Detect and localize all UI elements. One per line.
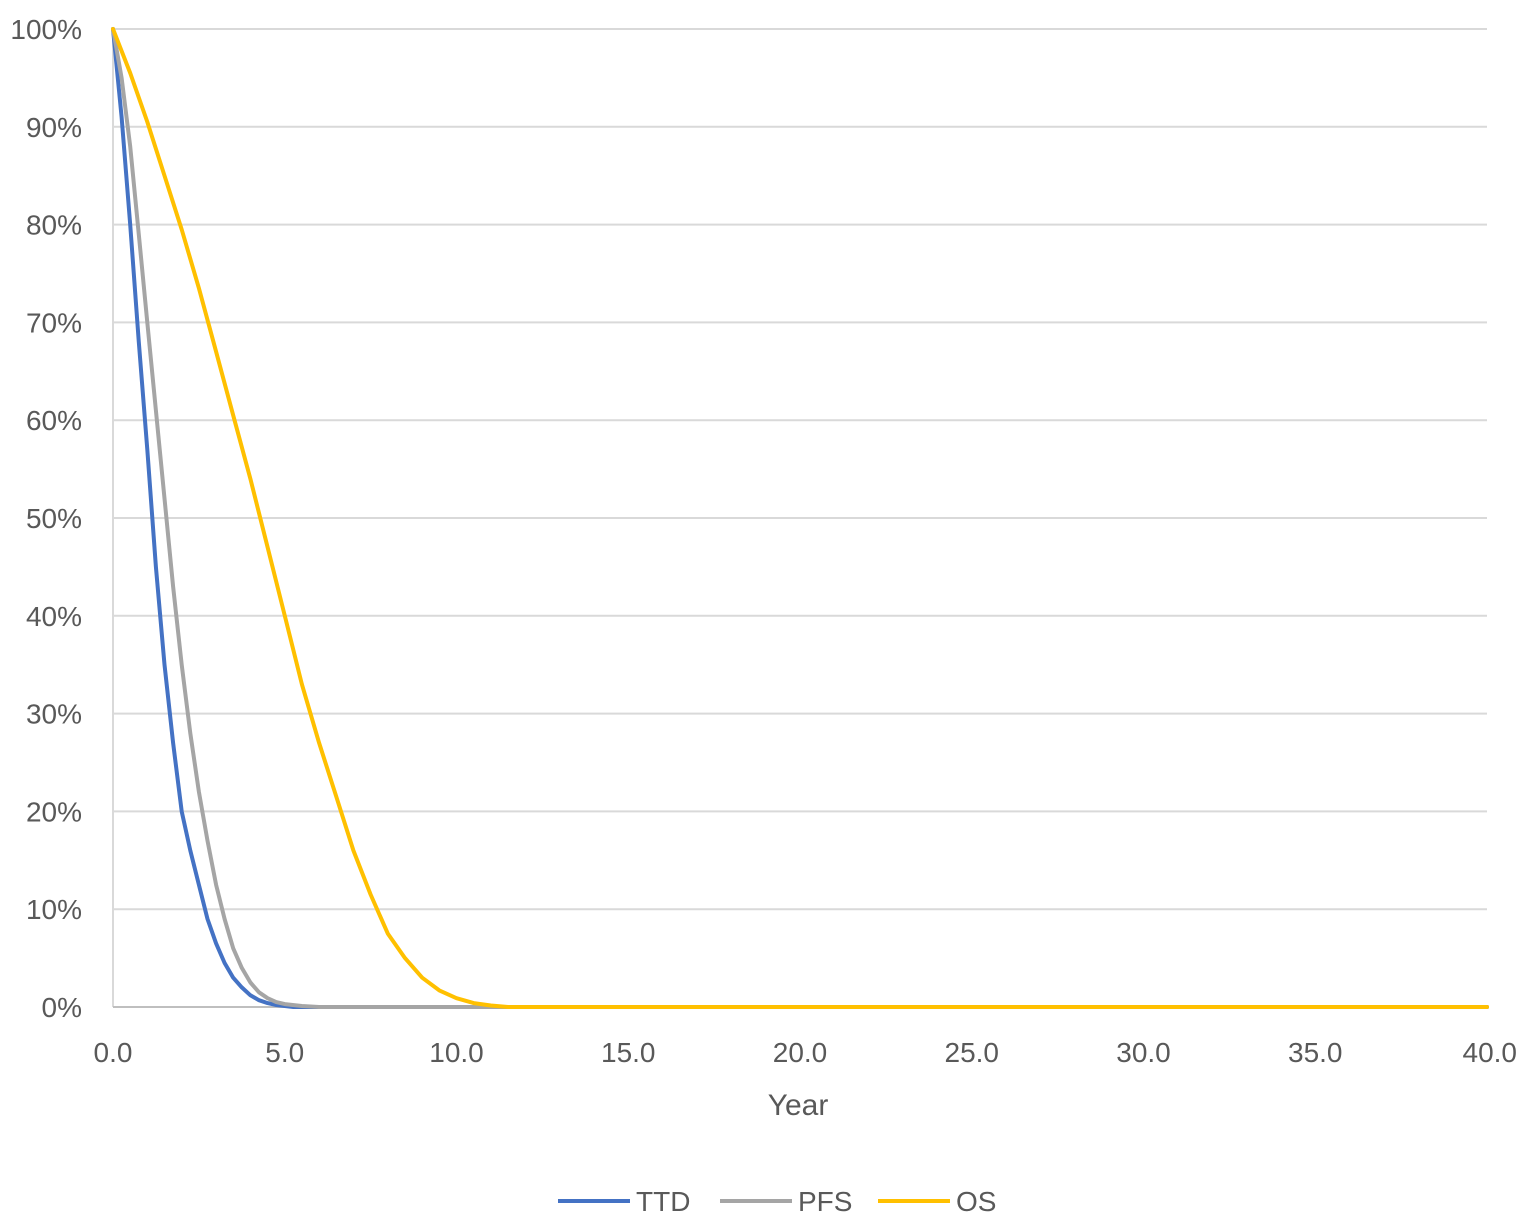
y-tick-labels: 0% 10% 20% 30% 40% 50% 60% 70% 80% 90% 100% — [10, 14, 82, 1023]
legend: TTD PFS OS — [558, 1186, 996, 1217]
x-tick-label: 20.0 — [773, 1037, 828, 1068]
x-tick-label: 15.0 — [601, 1037, 656, 1068]
y-tick-label: 0% — [42, 992, 82, 1023]
x-tick-label: 0.0 — [94, 1037, 133, 1068]
y-tick-label: 100% — [10, 14, 82, 45]
y-tick-label: 40% — [26, 601, 82, 632]
legend-label-pfs: PFS — [798, 1186, 852, 1217]
x-tick-label: 10.0 — [429, 1037, 484, 1068]
y-tick-label: 90% — [26, 112, 82, 143]
legend-label-ttd: TTD — [636, 1186, 690, 1217]
series-line-os — [111, 27, 1489, 1009]
y-tick-label: 60% — [26, 405, 82, 436]
legend-label-os: OS — [956, 1186, 996, 1217]
y-tick-label: 70% — [26, 307, 82, 338]
y-tick-label: 10% — [26, 894, 82, 925]
gridlines — [113, 28, 1487, 911]
x-tick-label: 25.0 — [945, 1037, 1000, 1068]
series-lines — [111, 27, 1489, 1009]
y-tick-label: 20% — [26, 796, 82, 827]
series-line-ttd — [111, 27, 1489, 1009]
x-tick-label: 5.0 — [265, 1037, 304, 1068]
y-tick-label: 80% — [26, 210, 82, 241]
series-line-pfs — [111, 27, 1489, 1009]
x-tick-labels: 0.0 5.0 10.0 15.0 20.0 25.0 30.0 35.0 40.0 — [94, 1037, 1517, 1068]
x-tick-label: 30.0 — [1116, 1037, 1171, 1068]
x-tick-label: 40.0 — [1463, 1037, 1518, 1068]
x-tick-label: 35.0 — [1288, 1037, 1343, 1068]
y-tick-label: 50% — [26, 503, 82, 534]
y-tick-label: 30% — [26, 699, 82, 730]
x-axis-title: Year — [768, 1089, 829, 1122]
